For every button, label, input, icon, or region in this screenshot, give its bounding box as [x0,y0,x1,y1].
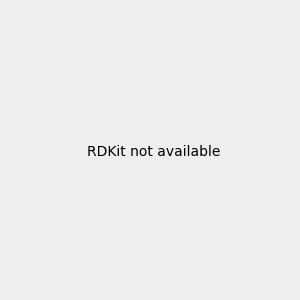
Text: RDKit not available: RDKit not available [87,145,220,158]
